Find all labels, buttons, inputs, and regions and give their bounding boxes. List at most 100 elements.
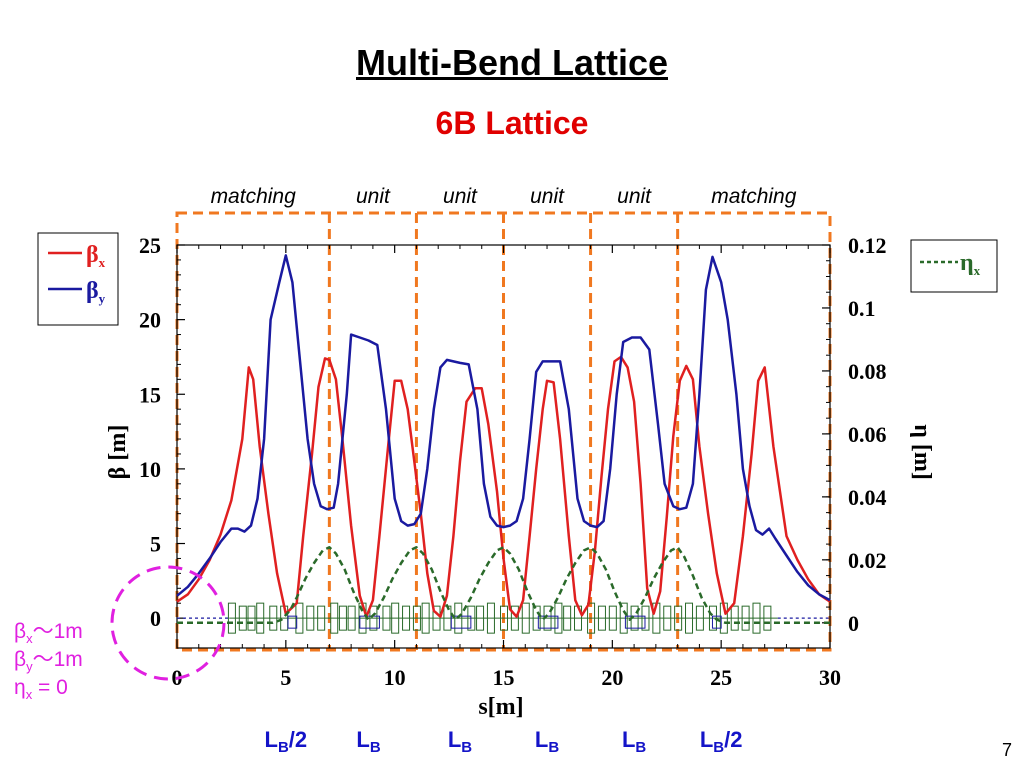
y2-tick-label: 0: [848, 611, 859, 636]
bend-label: LB: [356, 727, 380, 756]
y-tick-label: 0: [150, 606, 161, 631]
quadrupole-magnet: [619, 602, 628, 634]
legend-left-box: [37, 232, 119, 326]
quadrupole-magnet: [532, 605, 541, 631]
section-label: unit: [530, 185, 565, 208]
bend-magnet: [624, 615, 646, 629]
quadrupole-magnet: [752, 602, 761, 634]
bend-magnet: [359, 615, 380, 629]
y2-tick-label: 0.1: [848, 296, 876, 321]
section-label: unit: [443, 185, 478, 208]
initial-condition: βx〜1m: [14, 620, 83, 646]
focus-circle: [110, 565, 226, 681]
page-subtitle: 6B Lattice: [435, 105, 589, 141]
y2-tick-label: 0.12: [848, 233, 887, 258]
bend-label: LB: [622, 727, 646, 756]
quadrupole-magnet: [554, 602, 563, 634]
y2-axis-label: η [m]: [909, 424, 935, 480]
y2-tick-label: 0.02: [848, 548, 887, 573]
y2-tick-label: 0.04: [848, 485, 887, 510]
y-tick-label: 15: [139, 382, 161, 407]
bend-magnet: [711, 615, 722, 629]
legend-entry: ηx: [960, 250, 981, 278]
x-axis-label: s[m]: [478, 694, 523, 720]
quadrupole-magnet: [247, 605, 256, 631]
quadrupole-magnet: [674, 605, 683, 631]
quadrupole-magnet: [306, 605, 315, 631]
y-axis-label: β [m]: [105, 425, 131, 480]
bend-label: LB: [448, 727, 472, 756]
bend-label: LB/2: [700, 727, 743, 756]
quadrupole-magnet: [432, 605, 441, 631]
series-line-βx: [176, 355, 831, 618]
quadrupole-magnet: [663, 605, 672, 631]
x-tick-label: 30: [819, 665, 841, 690]
quadrupole-magnet: [500, 605, 508, 631]
y2-tick-label: 0.06: [848, 422, 887, 447]
magnet-layout: [177, 602, 830, 634]
x-tick-label: 15: [493, 665, 515, 690]
quadrupole-magnet: [476, 605, 485, 631]
series-line-ηx: [177, 546, 830, 625]
quadrupole-magnet: [227, 602, 236, 634]
y-tick-label: 20: [139, 308, 161, 333]
y2-tick-label: 0.08: [848, 359, 887, 384]
quadrupole-magnet: [741, 605, 750, 631]
quadrupole-magnet: [338, 605, 347, 631]
quadrupole-magnet: [412, 605, 421, 631]
quadrupole-magnet: [685, 602, 694, 634]
y-tick-label: 5: [150, 532, 161, 557]
quadrupole-magnet: [402, 605, 411, 631]
section-label: unit: [617, 185, 652, 208]
quadrupole-magnet: [369, 605, 378, 631]
x-tick-label: 5: [280, 665, 291, 690]
quadrupole-magnet: [330, 602, 339, 634]
bend-label: LB: [535, 727, 559, 756]
quadrupole-magnet: [510, 605, 519, 631]
quadrupole-magnet: [256, 602, 265, 634]
chart-legends: βx βy ηx: [37, 232, 998, 326]
quadrupole-magnet: [317, 605, 326, 631]
quadrupole-magnet: [608, 605, 617, 631]
quadrupole-magnet: [454, 602, 463, 634]
y-tick-label: 10: [139, 457, 161, 482]
chart-series: [176, 254, 831, 625]
initial-condition: ηx = 0: [14, 676, 68, 702]
quadrupole-magnet: [347, 605, 356, 631]
quadrupole-magnet: [763, 605, 772, 631]
section-boxes: matching unit unit unit unit matching: [175, 185, 832, 652]
y-tick-label: 25: [139, 233, 161, 258]
section-label: matching: [211, 185, 297, 208]
section-label: matching: [711, 185, 797, 208]
x-tick-label: 10: [384, 665, 406, 690]
quadrupole-magnet: [521, 602, 530, 634]
bend-labels: LB/2 LB LB LB LB LB/2: [265, 727, 743, 756]
quadrupole-magnet: [382, 605, 391, 631]
x-tick-label: 20: [601, 665, 623, 690]
page-title: Multi-Bend Lattice: [356, 42, 668, 83]
quadrupole-magnet: [486, 602, 495, 634]
page-number: 7: [1001, 740, 1012, 760]
quadrupole-magnet: [421, 602, 430, 634]
quadrupole-magnet: [597, 605, 606, 631]
series-line-βy: [176, 254, 831, 602]
legend-right-box: [910, 239, 998, 293]
quadrupole-magnet: [391, 602, 400, 634]
initial-condition: βy〜1m: [14, 648, 83, 674]
bend-label: LB/2: [265, 727, 308, 756]
quadrupole-magnet: [695, 605, 704, 631]
chart-axes: 0 5 10 15 20 25 30051015202500.020.040.060.080…: [105, 233, 935, 720]
legend-entry: βx: [86, 242, 106, 270]
quadrupole-magnet: [238, 605, 247, 631]
quadrupole-magnet: [563, 605, 572, 631]
quadrupole-magnet: [269, 605, 278, 631]
section-label: unit: [356, 185, 391, 208]
quadrupole-magnet: [641, 605, 650, 631]
x-tick-label: 25: [710, 665, 732, 690]
quadrupole-magnet: [295, 602, 304, 634]
legend-entry: βy: [86, 278, 106, 306]
quadrupole-magnet: [587, 602, 596, 634]
bend-magnet: [287, 615, 298, 629]
